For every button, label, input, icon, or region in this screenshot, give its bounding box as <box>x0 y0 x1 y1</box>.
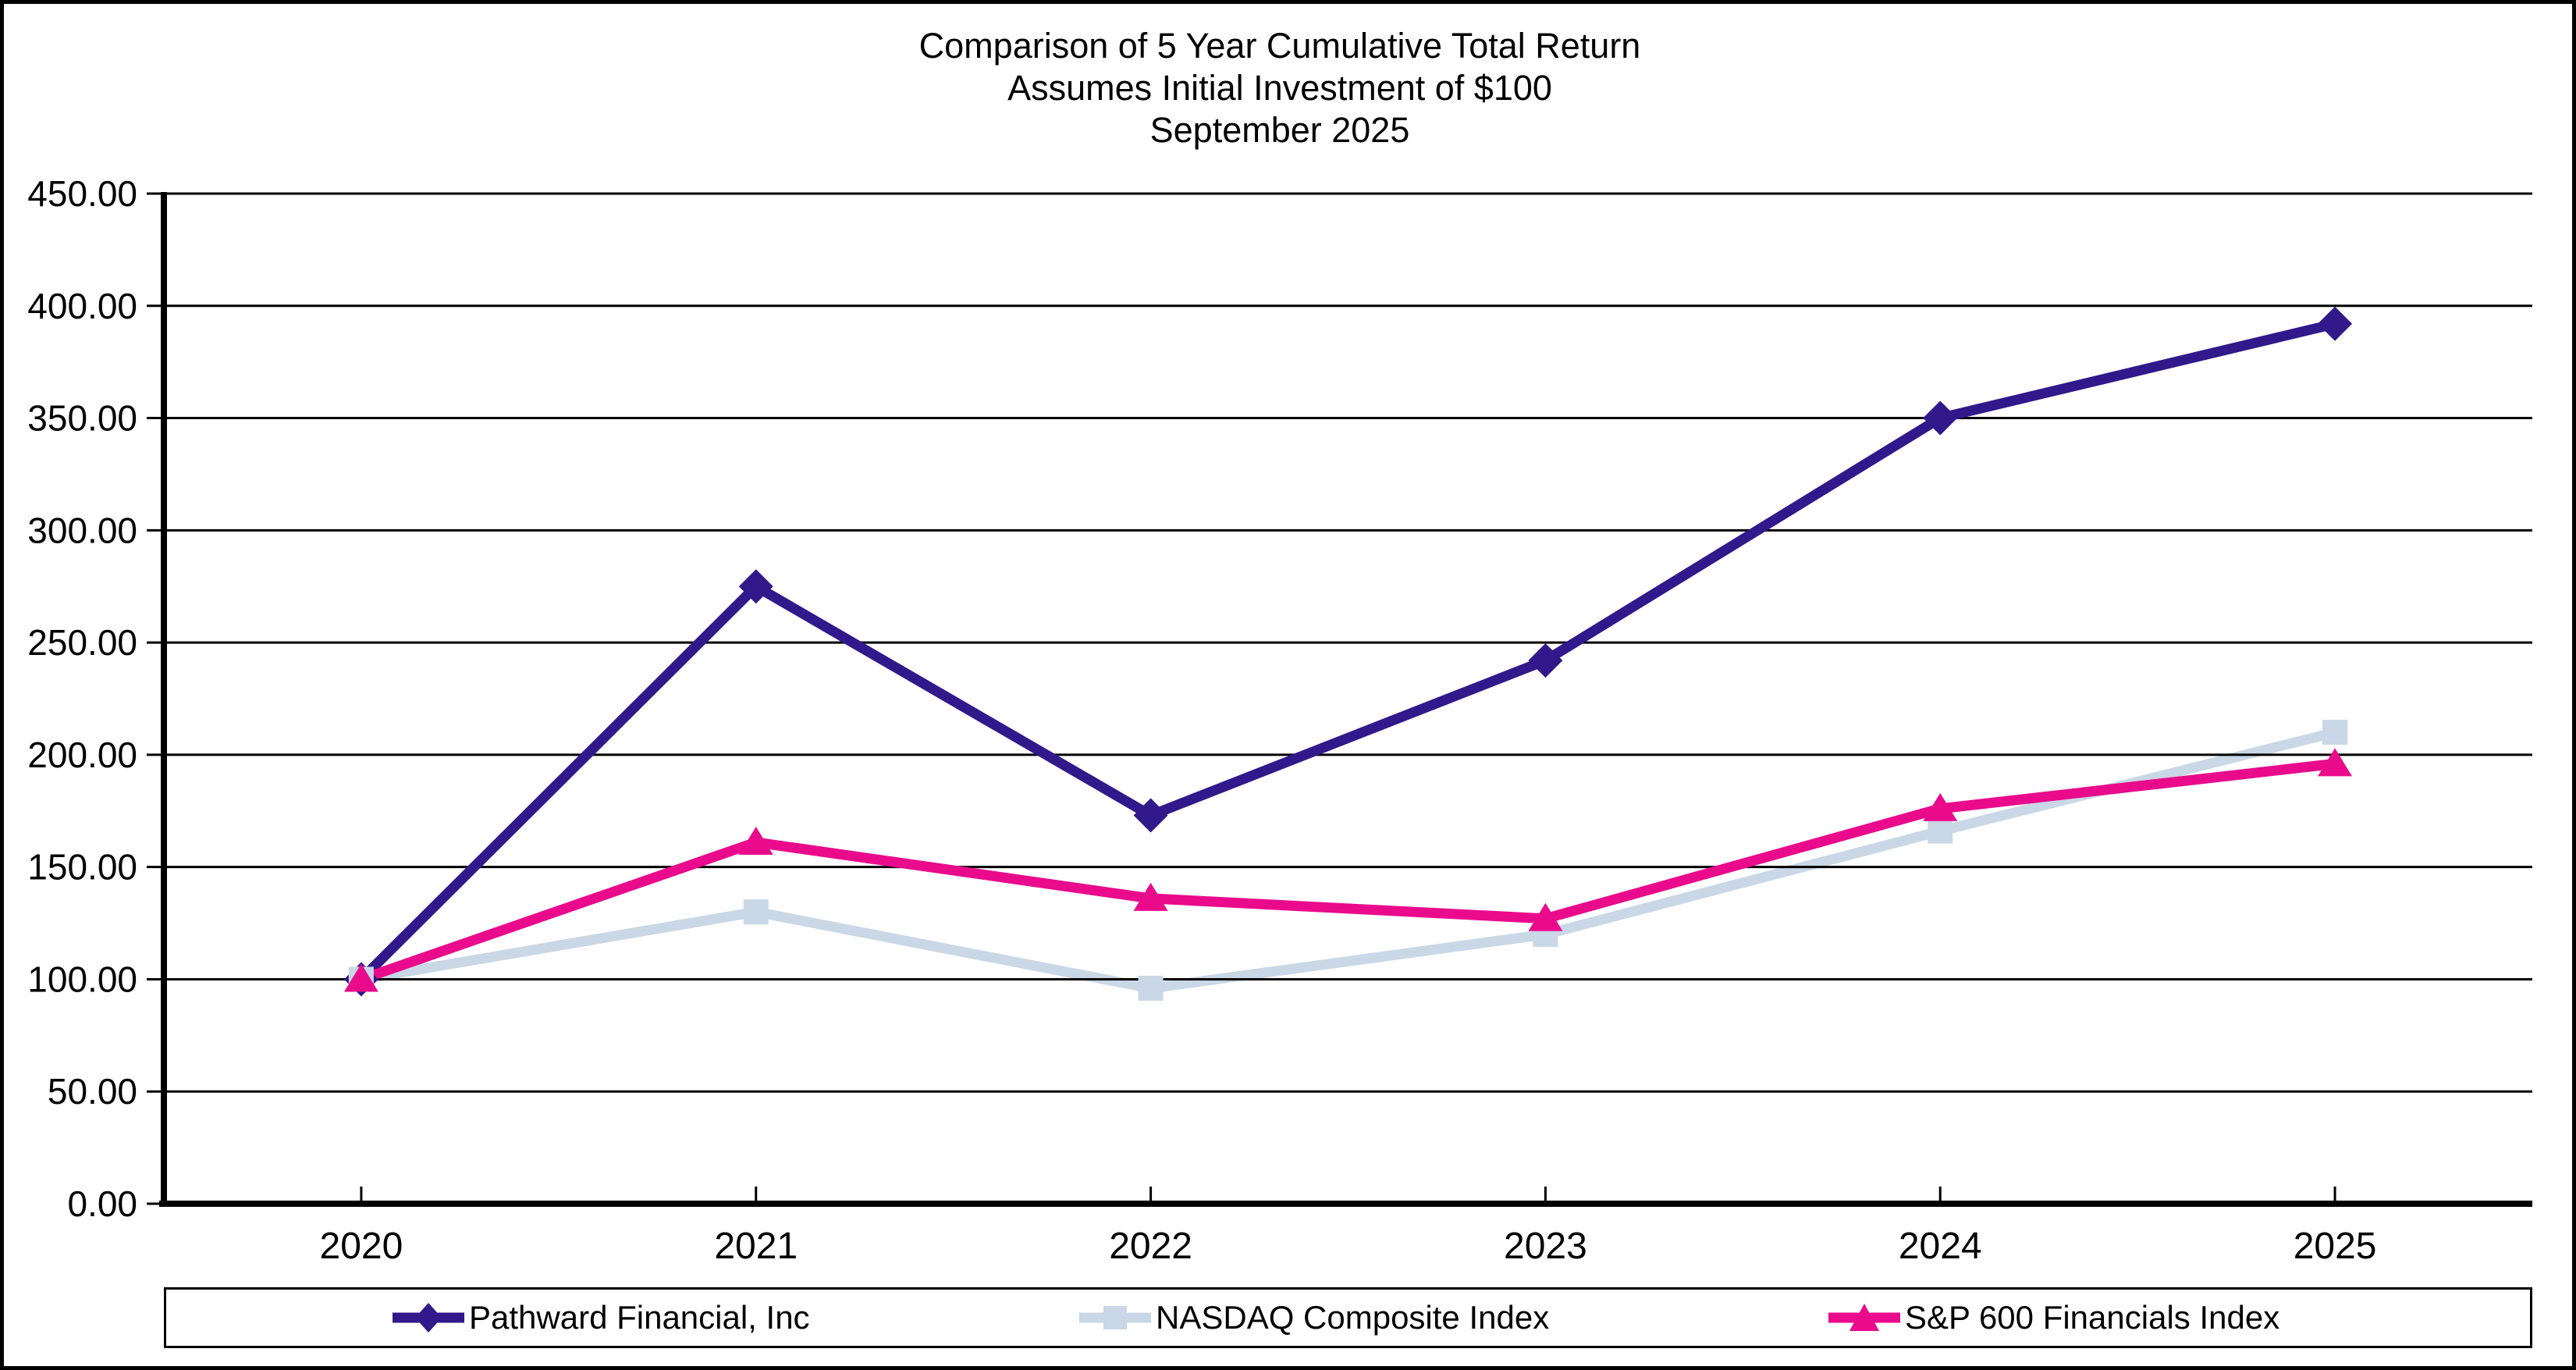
sp600-line-triangle-marker-icon <box>1828 1304 1900 1331</box>
y-axis-label-150.00: 150.00 <box>27 847 137 888</box>
series-marker-pathward-financial-inc-2025 <box>2318 306 2353 341</box>
y-axis-label-450.00: 450.00 <box>27 173 137 214</box>
y-axis-label-100.00: 100.00 <box>27 959 137 999</box>
chart-legend: Pathward Financial, Inc NASDAQ Composite… <box>164 1287 2532 1348</box>
series-marker-nasdaq-composite-index-2022 <box>1138 975 1164 1001</box>
legend-label-pathward: Pathward Financial, Inc <box>469 1299 810 1336</box>
chart-title-line-1: Comparison of 5 Year Cumulative Total Re… <box>918 26 1641 66</box>
series-marker-s-p-600-financials-index-2021 <box>738 827 773 856</box>
chart-title: Comparison of 5 Year Cumulative Total Re… <box>0 25 2560 151</box>
x-axis-label-2022: 2022 <box>1109 1226 1192 1267</box>
series-marker-s-p-600-financials-index-2022 <box>1133 882 1168 911</box>
x-axis-label-2020: 2020 <box>320 1226 403 1267</box>
y-axis-label-200.00: 200.00 <box>27 735 137 775</box>
series-marker-s-p-600-financials-index-2023 <box>1528 902 1563 931</box>
legend-item-sp600: S&P 600 Financials Index <box>1828 1290 2279 1346</box>
series-line-pathward-financial-inc <box>357 318 2336 984</box>
y-axis-label-250.00: 250.00 <box>27 622 137 663</box>
x-axis-label-2021: 2021 <box>714 1226 798 1267</box>
x-axis-label-2025: 2025 <box>2294 1226 2377 1267</box>
x-axis-label-2024: 2024 <box>1899 1226 1982 1267</box>
y-axis-label-400.00: 400.00 <box>27 286 137 326</box>
pathward-line-diamond-marker-icon <box>393 1303 464 1333</box>
legend-label-sp600: S&P 600 Financials Index <box>1905 1299 2280 1336</box>
series-marker-pathward-financial-inc-2022 <box>1133 798 1168 833</box>
series-line-nasdaq-composite-index <box>360 727 2336 994</box>
y-axis-label-350.00: 350.00 <box>27 398 137 439</box>
nasdaq-line-square-marker-icon <box>1079 1306 1151 1329</box>
series-marker-nasdaq-composite-index-2024 <box>1928 818 1953 844</box>
series-marker-s-p-600-financials-index-2025 <box>2318 748 2353 777</box>
legend-item-pathward: Pathward Financial, Inc <box>393 1290 810 1346</box>
series-marker-pathward-financial-inc-2023 <box>1528 643 1563 678</box>
series-marker-pathward-financial-inc-2021 <box>738 569 773 604</box>
y-axis-label-0.00: 0.00 <box>67 1183 137 1224</box>
legend-label-nasdaq: NASDAQ Composite Index <box>1156 1299 1550 1336</box>
series-marker-s-p-600-financials-index-2020 <box>343 963 378 992</box>
series-marker-s-p-600-financials-index-2024 <box>1923 792 1958 821</box>
chart-title-line-2: Assumes Initial Investment of $100 <box>1007 68 1552 108</box>
series-marker-nasdaq-composite-index-2021 <box>743 899 769 925</box>
x-axis-label-2023: 2023 <box>1504 1226 1587 1267</box>
chart-title-line-3: September 2025 <box>1149 110 1410 150</box>
series-line-s-p-600-financials-index <box>359 758 2336 984</box>
y-axis-label-300.00: 300.00 <box>27 510 137 550</box>
legend-item-nasdaq: NASDAQ Composite Index <box>1079 1290 1549 1346</box>
series-marker-pathward-financial-inc-2024 <box>1923 400 1958 436</box>
y-axis-label-50.00: 50.00 <box>48 1071 137 1112</box>
series-marker-nasdaq-composite-index-2025 <box>2322 720 2348 745</box>
